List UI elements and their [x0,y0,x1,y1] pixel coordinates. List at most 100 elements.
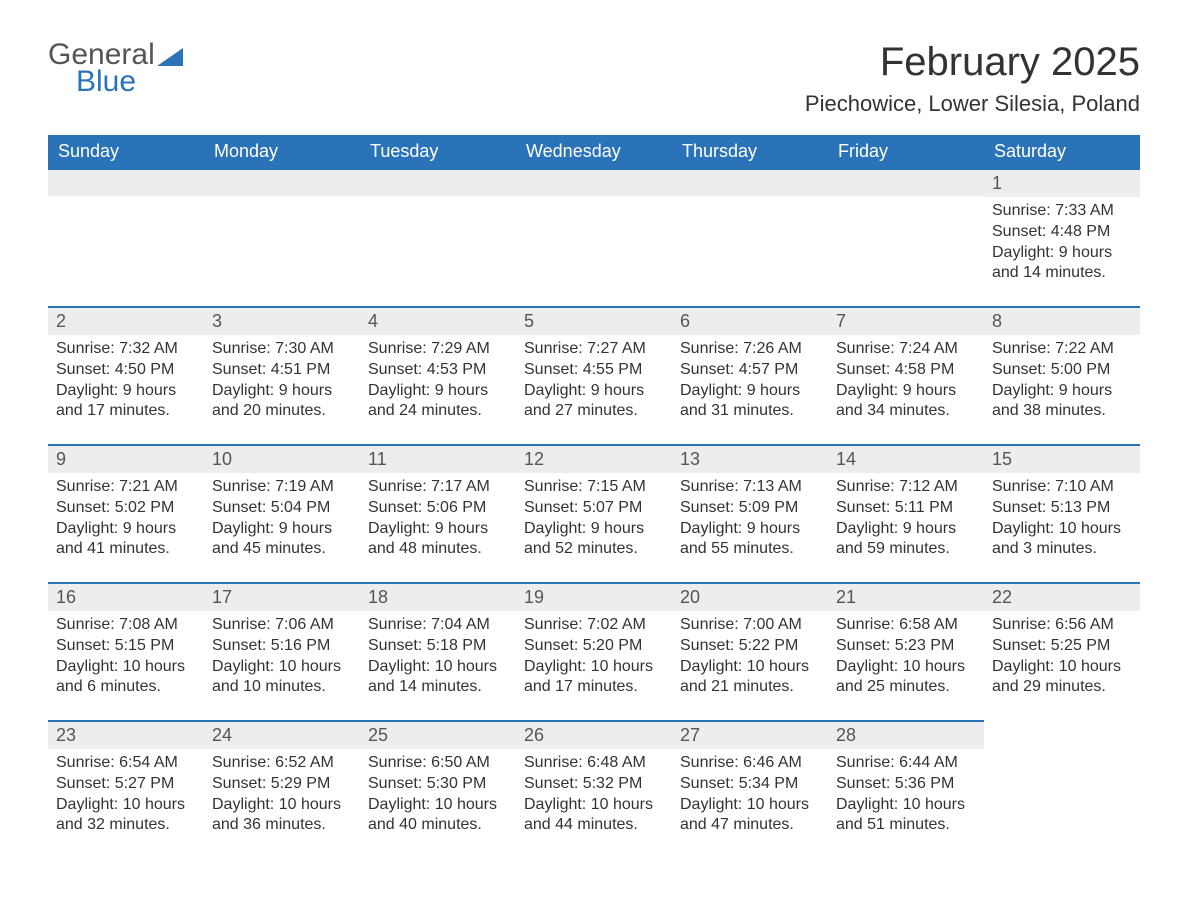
daylight-text-2: and 3 minutes. [992,539,1132,560]
day-details: Sunrise: 7:08 AMSunset: 5:15 PMDaylight:… [48,611,204,712]
day-number: 11 [360,444,516,473]
calendar-table: SundayMondayTuesdayWednesdayThursdayFrid… [48,135,1140,858]
sunset-text: Sunset: 5:09 PM [680,498,820,519]
sunset-text: Sunset: 5:25 PM [992,636,1132,657]
daylight-text-2: and 51 minutes. [836,815,976,836]
day-number: 3 [204,306,360,335]
daylight-text-1: Daylight: 10 hours [524,795,664,816]
sunset-text: Sunset: 5:34 PM [680,774,820,795]
calendar-day-cell: 21Sunrise: 6:58 AMSunset: 5:23 PMDayligh… [828,582,984,720]
brand-logo: General Blue [48,40,183,97]
daylight-text-1: Daylight: 9 hours [524,381,664,402]
sunset-text: Sunset: 4:50 PM [56,360,196,381]
daylight-text-1: Daylight: 9 hours [212,381,352,402]
day-details: Sunrise: 7:19 AMSunset: 5:04 PMDaylight:… [204,473,360,574]
daylight-text-1: Daylight: 10 hours [992,519,1132,540]
sunrise-text: Sunrise: 7:15 AM [524,477,664,498]
day-number: 17 [204,582,360,611]
day-number: 15 [984,444,1140,473]
calendar-empty-cell [828,168,984,306]
day-details: Sunrise: 7:02 AMSunset: 5:20 PMDaylight:… [516,611,672,712]
daylight-text-1: Daylight: 9 hours [212,519,352,540]
calendar-week-row: 16Sunrise: 7:08 AMSunset: 5:15 PMDayligh… [48,582,1140,720]
day-number: 8 [984,306,1140,335]
day-details: Sunrise: 7:29 AMSunset: 4:53 PMDaylight:… [360,335,516,436]
daylight-text-2: and 45 minutes. [212,539,352,560]
calendar-day-cell: 3Sunrise: 7:30 AMSunset: 4:51 PMDaylight… [204,306,360,444]
daylight-text-1: Daylight: 10 hours [836,795,976,816]
weekday-header: Saturday [984,135,1140,168]
calendar-day-cell: 15Sunrise: 7:10 AMSunset: 5:13 PMDayligh… [984,444,1140,582]
calendar-empty-cell [48,168,204,306]
calendar-empty-cell [204,168,360,306]
day-number: 28 [828,720,984,749]
calendar-day-cell: 24Sunrise: 6:52 AMSunset: 5:29 PMDayligh… [204,720,360,858]
day-number: 9 [48,444,204,473]
day-number: 23 [48,720,204,749]
weekday-header: Friday [828,135,984,168]
calendar-empty-cell [984,720,1140,858]
sunrise-text: Sunrise: 7:33 AM [992,201,1132,222]
day-details: Sunrise: 7:21 AMSunset: 5:02 PMDaylight:… [48,473,204,574]
day-details: Sunrise: 7:30 AMSunset: 4:51 PMDaylight:… [204,335,360,436]
sunrise-text: Sunrise: 6:54 AM [56,753,196,774]
sunrise-text: Sunrise: 7:06 AM [212,615,352,636]
daylight-text-2: and 17 minutes. [56,401,196,422]
daylight-text-2: and 47 minutes. [680,815,820,836]
day-details: Sunrise: 6:52 AMSunset: 5:29 PMDaylight:… [204,749,360,850]
calendar-empty-cell [672,168,828,306]
calendar-week-row: 23Sunrise: 6:54 AMSunset: 5:27 PMDayligh… [48,720,1140,858]
day-details: Sunrise: 7:15 AMSunset: 5:07 PMDaylight:… [516,473,672,574]
day-details: Sunrise: 6:58 AMSunset: 5:23 PMDaylight:… [828,611,984,712]
day-details: Sunrise: 6:46 AMSunset: 5:34 PMDaylight:… [672,749,828,850]
daylight-text-1: Daylight: 10 hours [680,795,820,816]
sunrise-text: Sunrise: 7:24 AM [836,339,976,360]
daylight-text-2: and 27 minutes. [524,401,664,422]
sunrise-text: Sunrise: 7:00 AM [680,615,820,636]
daylight-text-2: and 36 minutes. [212,815,352,836]
day-details: Sunrise: 7:12 AMSunset: 5:11 PMDaylight:… [828,473,984,574]
sunset-text: Sunset: 5:27 PM [56,774,196,795]
daylight-text-1: Daylight: 10 hours [56,795,196,816]
sunset-text: Sunset: 4:57 PM [680,360,820,381]
daylight-text-2: and 14 minutes. [992,263,1132,284]
calendar-day-cell: 5Sunrise: 7:27 AMSunset: 4:55 PMDaylight… [516,306,672,444]
calendar-week-row: 9Sunrise: 7:21 AMSunset: 5:02 PMDaylight… [48,444,1140,582]
day-details: Sunrise: 7:27 AMSunset: 4:55 PMDaylight:… [516,335,672,436]
sunrise-text: Sunrise: 7:04 AM [368,615,508,636]
daylight-text-1: Daylight: 9 hours [56,381,196,402]
calendar-day-cell: 17Sunrise: 7:06 AMSunset: 5:16 PMDayligh… [204,582,360,720]
calendar-day-cell: 4Sunrise: 7:29 AMSunset: 4:53 PMDaylight… [360,306,516,444]
day-number: 20 [672,582,828,611]
day-details: Sunrise: 6:44 AMSunset: 5:36 PMDaylight:… [828,749,984,850]
sunrise-text: Sunrise: 7:19 AM [212,477,352,498]
calendar-day-cell: 9Sunrise: 7:21 AMSunset: 5:02 PMDaylight… [48,444,204,582]
calendar-day-cell: 27Sunrise: 6:46 AMSunset: 5:34 PMDayligh… [672,720,828,858]
sunrise-text: Sunrise: 7:32 AM [56,339,196,360]
sunrise-text: Sunrise: 7:17 AM [368,477,508,498]
daylight-text-1: Daylight: 9 hours [680,381,820,402]
calendar-empty-cell [516,168,672,306]
day-number: 5 [516,306,672,335]
month-title: February 2025 [805,40,1140,85]
weekday-header: Tuesday [360,135,516,168]
day-details: Sunrise: 7:17 AMSunset: 5:06 PMDaylight:… [360,473,516,574]
day-number: 13 [672,444,828,473]
weekday-header: Monday [204,135,360,168]
calendar-day-cell: 11Sunrise: 7:17 AMSunset: 5:06 PMDayligh… [360,444,516,582]
sunrise-text: Sunrise: 7:22 AM [992,339,1132,360]
day-number: 7 [828,306,984,335]
day-details: Sunrise: 6:56 AMSunset: 5:25 PMDaylight:… [984,611,1140,712]
empty-day-header [828,168,984,196]
daylight-text-2: and 24 minutes. [368,401,508,422]
day-details: Sunrise: 6:48 AMSunset: 5:32 PMDaylight:… [516,749,672,850]
daylight-text-2: and 44 minutes. [524,815,664,836]
title-block: February 2025 Piechowice, Lower Silesia,… [805,40,1140,117]
page-header: General Blue February 2025 Piechowice, L… [48,40,1140,117]
daylight-text-2: and 40 minutes. [368,815,508,836]
calendar-week-row: 2Sunrise: 7:32 AMSunset: 4:50 PMDaylight… [48,306,1140,444]
calendar-day-cell: 22Sunrise: 6:56 AMSunset: 5:25 PMDayligh… [984,582,1140,720]
sunset-text: Sunset: 5:20 PM [524,636,664,657]
sunset-text: Sunset: 5:30 PM [368,774,508,795]
day-details: Sunrise: 7:04 AMSunset: 5:18 PMDaylight:… [360,611,516,712]
